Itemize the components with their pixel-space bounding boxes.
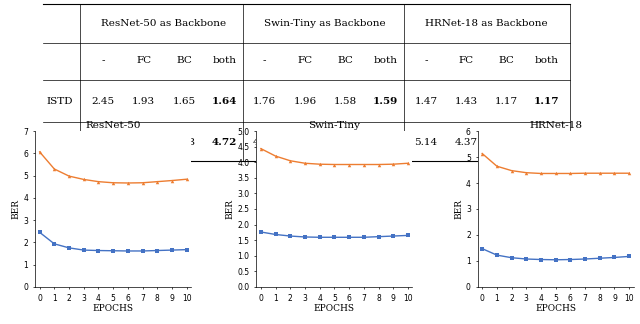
Y-axis label: BER: BER: [12, 199, 20, 219]
Text: 3.93: 3.93: [293, 138, 317, 147]
Text: BC: BC: [176, 56, 192, 65]
Text: 3.94: 3.94: [373, 138, 398, 147]
Text: 1.64: 1.64: [212, 97, 237, 106]
Title: HRNet-18: HRNet-18: [529, 122, 582, 131]
Text: 1.17: 1.17: [495, 97, 518, 106]
Text: FC: FC: [459, 56, 474, 65]
Text: 1.17: 1.17: [534, 97, 559, 106]
Text: 4.44: 4.44: [253, 138, 276, 147]
X-axis label: EPOCHS: EPOCHS: [93, 304, 134, 313]
Text: 1.93: 1.93: [132, 97, 156, 106]
X-axis label: EPOCHS: EPOCHS: [314, 304, 355, 313]
Text: both: both: [535, 56, 559, 65]
Text: 6.07: 6.07: [92, 138, 115, 147]
Text: 1.76: 1.76: [253, 97, 276, 106]
Text: 3.98: 3.98: [333, 138, 357, 147]
Text: 4.70: 4.70: [132, 138, 156, 147]
Y-axis label: BER: BER: [454, 199, 463, 219]
Y-axis label: BER: BER: [226, 199, 235, 219]
Text: 2.45: 2.45: [92, 97, 115, 106]
Text: 4.38: 4.38: [534, 138, 559, 147]
Text: -: -: [263, 56, 266, 65]
Text: -: -: [424, 56, 428, 65]
Title: ResNet-50: ResNet-50: [85, 122, 141, 131]
Text: 1.58: 1.58: [333, 97, 357, 106]
Text: 5.14: 5.14: [414, 138, 438, 147]
Text: FC: FC: [298, 56, 312, 65]
Text: ISTD: ISTD: [46, 97, 72, 106]
Text: 1.59: 1.59: [373, 97, 398, 106]
Text: SBU: SBU: [46, 138, 70, 147]
Text: BC: BC: [337, 56, 353, 65]
Text: 1.47: 1.47: [414, 97, 438, 106]
Text: FC: FC: [136, 56, 151, 65]
Text: Swin-Tiny as Backbone: Swin-Tiny as Backbone: [264, 19, 386, 28]
Text: -: -: [102, 56, 105, 65]
Text: 1.43: 1.43: [454, 97, 478, 106]
Title: Swin-Tiny: Swin-Tiny: [308, 122, 360, 131]
Text: 4.72: 4.72: [212, 138, 237, 147]
Text: both: both: [212, 56, 236, 65]
Text: ResNet-50 as Backbone: ResNet-50 as Backbone: [101, 19, 227, 28]
Text: both: both: [374, 56, 397, 65]
Text: 1.65: 1.65: [172, 97, 196, 106]
Text: 4.47: 4.47: [495, 138, 518, 147]
Text: HRNet-18 as Backbone: HRNet-18 as Backbone: [425, 19, 548, 28]
Text: 4.37: 4.37: [454, 138, 478, 147]
Text: BC: BC: [499, 56, 515, 65]
X-axis label: EPOCHS: EPOCHS: [535, 304, 576, 313]
Text: 4.83: 4.83: [172, 138, 196, 147]
Text: 1.96: 1.96: [293, 97, 317, 106]
